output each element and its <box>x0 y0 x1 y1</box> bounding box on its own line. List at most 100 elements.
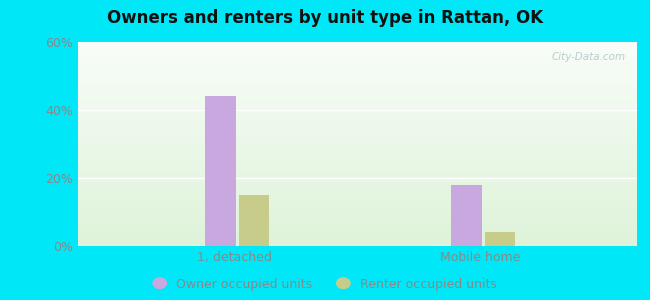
Bar <box>78 156 637 158</box>
Bar <box>78 122 637 124</box>
Bar <box>78 172 637 175</box>
Bar <box>78 113 637 116</box>
Bar <box>78 119 637 122</box>
Bar <box>78 150 637 152</box>
Bar <box>78 209 637 211</box>
Bar <box>78 93 637 95</box>
Bar <box>78 181 637 183</box>
Bar <box>78 221 637 224</box>
Bar <box>78 130 637 132</box>
Bar <box>78 116 637 118</box>
Bar <box>78 232 637 234</box>
Bar <box>78 70 637 73</box>
Bar <box>78 105 637 107</box>
Bar <box>78 77 637 79</box>
Bar <box>78 134 637 136</box>
Bar <box>78 213 637 215</box>
Bar <box>78 79 637 81</box>
Bar <box>78 89 637 91</box>
Bar <box>78 140 637 142</box>
Bar <box>78 95 637 97</box>
Bar <box>78 103 637 105</box>
Bar <box>78 138 637 140</box>
Bar <box>78 169 637 170</box>
Bar <box>78 187 637 189</box>
Bar <box>78 175 637 177</box>
Bar <box>78 48 637 50</box>
Bar <box>78 199 637 201</box>
Bar <box>78 101 637 103</box>
Bar <box>78 197 637 199</box>
Bar <box>78 62 637 64</box>
Bar <box>78 58 637 60</box>
Bar <box>78 107 637 109</box>
Bar <box>78 142 637 144</box>
Bar <box>239 195 270 246</box>
Bar <box>205 96 236 246</box>
Bar <box>78 126 637 128</box>
Bar <box>78 218 637 220</box>
Bar <box>78 201 637 203</box>
Bar <box>78 99 637 101</box>
Bar <box>78 46 637 48</box>
Bar <box>78 81 637 83</box>
Bar <box>78 87 637 89</box>
Legend: Owner occupied units, Renter occupied units: Owner occupied units, Renter occupied un… <box>153 278 497 291</box>
Bar <box>78 75 637 77</box>
Bar <box>78 167 637 169</box>
Bar <box>78 128 637 130</box>
Bar <box>78 162 637 164</box>
Bar <box>78 97 637 99</box>
Bar <box>78 50 637 52</box>
Bar <box>78 244 637 246</box>
Bar <box>78 185 637 187</box>
Bar <box>78 83 637 85</box>
Bar <box>78 148 637 150</box>
Text: Owners and renters by unit type in Rattan, OK: Owners and renters by unit type in Ratta… <box>107 9 543 27</box>
Bar <box>78 183 637 185</box>
Bar <box>78 146 637 148</box>
Bar <box>78 67 637 68</box>
Bar <box>78 164 637 166</box>
Bar <box>78 215 637 217</box>
Bar <box>78 60 637 62</box>
Bar <box>78 118 637 119</box>
Bar <box>78 152 637 154</box>
Bar <box>78 240 637 242</box>
Bar <box>451 185 482 246</box>
Bar <box>78 144 637 146</box>
Bar <box>78 189 637 191</box>
Bar <box>78 205 637 207</box>
Bar <box>78 132 637 134</box>
Bar <box>78 64 637 67</box>
Bar <box>78 124 637 126</box>
Bar <box>78 52 637 54</box>
Bar <box>78 193 637 195</box>
Bar <box>78 54 637 56</box>
Bar <box>78 91 637 93</box>
Bar <box>78 73 637 75</box>
Bar <box>78 228 637 230</box>
Bar <box>78 158 637 160</box>
Bar <box>78 238 637 240</box>
Bar <box>78 236 637 238</box>
Bar <box>78 177 637 179</box>
Bar <box>78 42 637 44</box>
Bar <box>78 191 637 193</box>
Bar <box>78 170 637 172</box>
Bar <box>78 203 637 205</box>
Bar <box>78 226 637 228</box>
Bar <box>78 220 637 221</box>
Bar <box>78 242 637 244</box>
Bar <box>78 109 637 111</box>
Bar <box>78 136 637 138</box>
Bar <box>78 207 637 209</box>
Bar <box>78 234 637 236</box>
Bar <box>78 230 637 232</box>
Bar <box>78 195 637 197</box>
Bar <box>78 111 637 113</box>
Bar <box>78 44 637 46</box>
Bar <box>78 211 637 213</box>
Bar <box>78 224 637 226</box>
Bar <box>78 68 637 70</box>
